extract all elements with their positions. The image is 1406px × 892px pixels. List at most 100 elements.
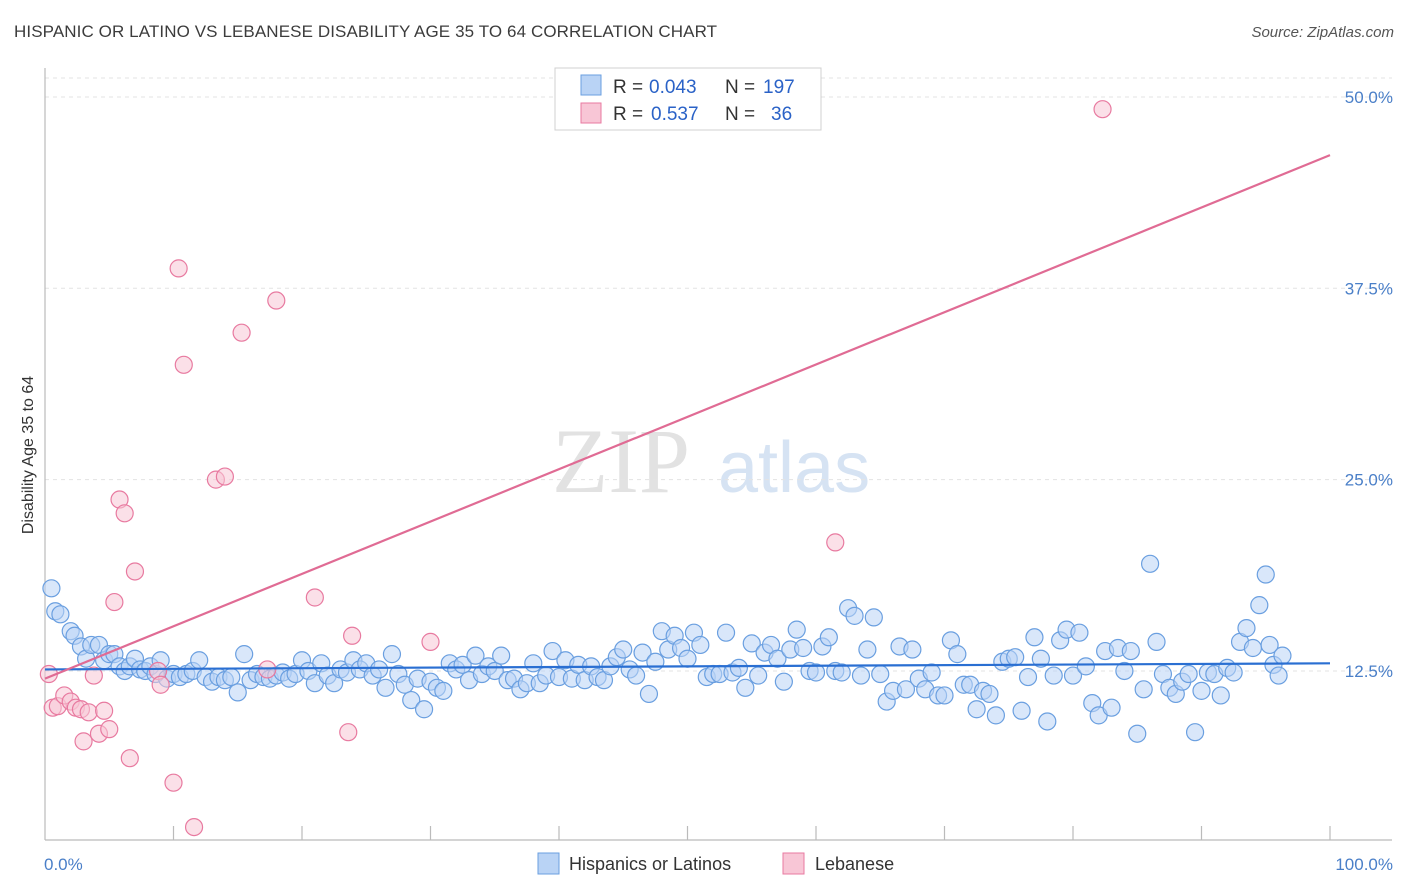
hispanics-point-32 <box>228 683 247 702</box>
lebanese-point-15 <box>115 504 134 523</box>
series-hispanics-points <box>42 554 1292 743</box>
watermark-zip: ZIP <box>552 410 690 512</box>
x-tick-label-min: 0.0% <box>44 855 83 874</box>
y-tick-label-0: 12.5% <box>1345 662 1393 681</box>
lebanese-point-26 <box>232 323 251 342</box>
hispanics-point-124 <box>819 628 838 647</box>
hispanics-point-196 <box>1273 646 1292 665</box>
hispanics-point-168 <box>1102 698 1121 717</box>
hispanics-point-113 <box>749 666 768 685</box>
legend-n-label-hispanics: N = <box>725 77 755 98</box>
hispanics-point-159 <box>1044 666 1063 685</box>
hispanics-point-119 <box>787 620 806 639</box>
lebanese-point-23 <box>184 817 204 837</box>
lebanese-point-11 <box>95 701 114 720</box>
hispanics-point-130 <box>858 640 877 659</box>
hispanics-point-94 <box>626 666 646 685</box>
hispanics-point-128 <box>845 606 864 625</box>
bottom-legend-swatch-lebanese <box>782 852 805 875</box>
chart-title: HISPANIC OR LATINO VS LEBANESE DISABILIT… <box>14 22 718 41</box>
legend-n-value-hispanics: 197 <box>763 77 795 98</box>
hispanics-point-173 <box>1134 680 1153 699</box>
hispanics-point-120 <box>794 638 813 658</box>
legend: R = 0.043 N = 197 R = 0.537 N = 36 <box>554 67 822 131</box>
lebanese-point-8 <box>79 703 98 722</box>
y-tick-label-1: 25.0% <box>1345 471 1393 490</box>
hispanics-point-144 <box>948 645 967 664</box>
hispanics-point-104 <box>691 635 710 655</box>
lebanese-point-33 <box>826 533 845 552</box>
hispanics-point-181 <box>1185 723 1205 742</box>
legend-r-value-hispanics: 0.043 <box>649 77 697 98</box>
hispanics-point-191 <box>1250 596 1269 615</box>
hispanics-point-33 <box>235 645 254 664</box>
hispanics-point-158 <box>1038 712 1057 731</box>
lebanese-point-31 <box>343 626 362 645</box>
trend-line-hispanics <box>44 662 1331 671</box>
lebanese-point-20 <box>164 773 183 792</box>
y-tick-labels: 12.5% 25.0% 37.5% 50.0% <box>1345 88 1393 681</box>
hispanics-point-59 <box>402 690 421 710</box>
hispanics-point-122 <box>806 663 826 682</box>
lebanese-point-32 <box>421 632 440 651</box>
hispanics-point-163 <box>1070 623 1089 642</box>
legend-r-label-lebanese: R = <box>613 104 643 125</box>
hispanics-point-0 <box>42 579 61 598</box>
y-tick-label-2: 37.5% <box>1345 279 1393 298</box>
hispanics-point-154 <box>1012 701 1031 720</box>
hispanics-point-182 <box>1192 681 1211 700</box>
grid <box>45 77 1392 672</box>
hispanics-point-116 <box>768 649 787 668</box>
lebanese-point-17 <box>125 562 145 581</box>
hispanics-point-2 <box>51 605 70 624</box>
lebanese-point-34 <box>1093 100 1112 119</box>
hispanics-point-111 <box>736 678 755 697</box>
hispanics-point-155 <box>1018 667 1038 687</box>
hispanics-point-174 <box>1140 554 1160 573</box>
hispanics-point-112 <box>742 634 761 653</box>
hispanics-point-147 <box>967 700 986 719</box>
hispanics-point-175 <box>1147 632 1166 651</box>
hispanics-point-67 <box>453 655 472 674</box>
watermark: ZIP atlas <box>552 410 870 512</box>
hispanics-point-95 <box>633 643 652 662</box>
legend-r-label-hispanics: R = <box>613 77 643 98</box>
hispanics-point-81 <box>543 641 562 661</box>
hispanics-point-153 <box>1006 648 1025 667</box>
source-label: Source: ZipAtlas.com <box>1251 24 1394 41</box>
hispanics-point-56 <box>382 645 402 664</box>
legend-r-value-lebanese: 0.537 <box>651 104 699 125</box>
hispanics-point-129 <box>851 666 871 685</box>
hispanics-point-190 <box>1243 638 1263 658</box>
hispanics-point-26 <box>190 651 209 670</box>
lebanese-point-7 <box>74 732 93 751</box>
hispanics-point-156 <box>1025 628 1044 647</box>
hispanics-point-172 <box>1128 724 1147 743</box>
hispanics-point-170 <box>1115 661 1134 681</box>
hispanics-point-61 <box>414 700 434 719</box>
lebanese-point-13 <box>105 592 124 612</box>
hispanics-point-150 <box>986 706 1006 725</box>
hispanics-point-164 <box>1076 657 1095 676</box>
hispanics-point-126 <box>832 663 851 682</box>
series-lebanese-points <box>39 100 1112 837</box>
hispanics-point-136 <box>896 680 916 699</box>
y-tick-label-3: 50.0% <box>1345 88 1393 107</box>
lebanese-point-28 <box>267 291 286 310</box>
legend-swatch-lebanese <box>580 102 602 124</box>
legend-n-label-lebanese: N = <box>725 104 755 125</box>
bottom-legend-swatch-hispanics <box>537 852 560 875</box>
hispanics-point-171 <box>1121 641 1140 661</box>
hispanics-point-31 <box>222 667 241 687</box>
watermark-atlas: atlas <box>718 428 870 508</box>
x-axis-ticks <box>172 826 1331 840</box>
hispanics-point-185 <box>1211 686 1230 705</box>
hispanics-point-54 <box>370 660 389 679</box>
hispanics-point-73 <box>492 646 511 665</box>
hispanics-point-97 <box>646 652 665 671</box>
legend-n-value-lebanese: 36 <box>771 104 792 125</box>
hispanics-point-69 <box>466 646 485 665</box>
hispanics-point-140 <box>922 663 941 682</box>
hispanics-point-149 <box>980 684 999 704</box>
